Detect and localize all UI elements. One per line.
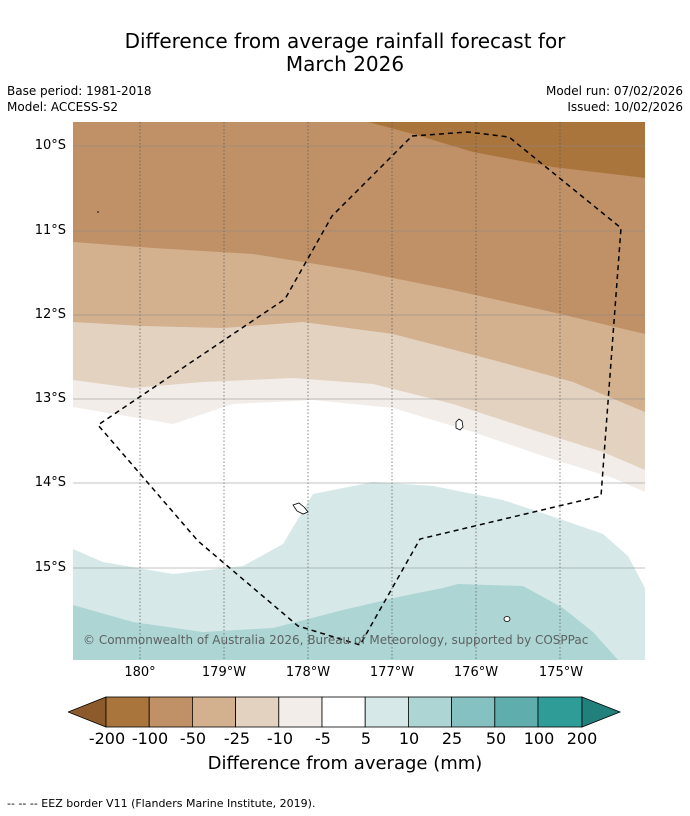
colorbar-segment [581,696,622,728]
anomaly-band-plus25 [73,584,618,660]
lon-label: 177°W [369,665,415,680]
lon-label: 179°W [201,665,247,680]
colorbar-tick: -50 [179,729,207,748]
colorbar-segment [192,696,237,728]
colorbar-segment [321,696,366,728]
colorbar [68,696,622,728]
colorbar-segment [494,696,539,728]
colorbar-tick: -100 [131,729,169,748]
colorbar-segment [278,696,323,728]
island-shape [455,418,464,431]
island-shape [292,502,309,515]
colorbar-label: Difference from average (mm) [207,753,483,774]
anomaly-band-minus200 [368,122,645,178]
island-shape [97,211,99,213]
lat-label: 13°S [34,391,66,406]
colorbar-segment [235,696,280,728]
colorbar-tick: 5 [360,729,372,748]
lat-label: 10°S [34,138,66,153]
lat-label: 15°S [34,560,66,575]
colorbar-tick: 200 [566,729,598,748]
lon-label: 176°W [453,665,499,680]
title-line-2: March 2026 [285,52,405,76]
colorbar-tick: -25 [223,729,251,748]
colorbar-tick: -10 [266,729,294,748]
colorbar-tick: -5 [315,729,331,748]
lon-label: 175°W [538,665,584,680]
colorbar-segment [364,696,409,728]
title-line-1: Difference from average rainfall forecas… [124,29,566,53]
island-shape [503,616,511,622]
lat-label: 11°S [34,223,66,238]
colorbar-tick: 10 [398,729,420,748]
latitude-gridlines [73,145,645,569]
rainfall-anomaly-map [73,122,645,660]
longitude-gridlines [139,122,561,660]
model-info: Base period: 1981-2018 Model: ACCESS-S2 [7,83,152,115]
colorbar-tick: 50 [485,729,507,748]
lat-label: 14°S [34,475,66,490]
colorbar-segment [407,696,452,728]
model-run: Model run: 07/02/2026 [545,84,683,98]
base-period: Base period: 1981-2018 [7,84,152,98]
lon-label: 178°W [285,665,331,680]
issued-date: Issued: 10/02/2026 [567,100,683,114]
colorbar-segment [148,696,193,728]
colorbar-tick: 100 [523,729,555,748]
run-info: Model run: 07/02/2026 Issued: 10/02/2026 [546,83,683,115]
eez-footnote: -- -- -- EEZ border V11 (Flanders Marine… [7,797,316,810]
colorbar-tick: -200 [88,729,126,748]
colorbar-segment [537,696,583,728]
map-title: Difference from average rainfall forecas… [0,30,690,76]
colorbar-tick: 25 [441,729,463,748]
colorbar-segment [68,696,107,728]
lon-label: 180° [124,665,156,680]
colorbar-segment [105,696,150,728]
colorbar-segment [451,696,496,728]
model-name: Model: ACCESS-S2 [7,100,119,114]
copyright-notice: © Commonwealth of Australia 2026, Bureau… [83,633,589,647]
lat-label: 12°S [34,307,66,322]
